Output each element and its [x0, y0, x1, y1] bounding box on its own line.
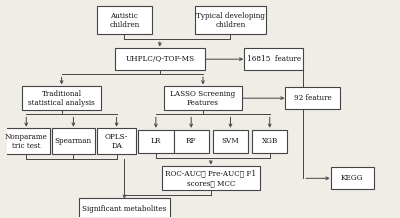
FancyBboxPatch shape	[97, 128, 136, 155]
FancyBboxPatch shape	[244, 48, 303, 70]
Text: Significant metabolites: Significant metabolites	[82, 205, 166, 213]
FancyBboxPatch shape	[252, 129, 287, 153]
Text: Autistic
children: Autistic children	[109, 12, 140, 29]
Text: ROC-AUC， Pre-AUC， F1
scores， MCC: ROC-AUC， Pre-AUC， F1 scores， MCC	[165, 170, 256, 187]
Text: XGB: XGB	[262, 138, 278, 145]
Text: 16815  feature: 16815 feature	[246, 55, 301, 63]
FancyBboxPatch shape	[213, 129, 248, 153]
FancyBboxPatch shape	[97, 6, 152, 34]
FancyBboxPatch shape	[3, 128, 50, 155]
Text: Typical developing
children: Typical developing children	[196, 12, 265, 29]
FancyBboxPatch shape	[330, 167, 374, 189]
Text: 92 feature: 92 feature	[294, 94, 332, 102]
FancyBboxPatch shape	[195, 6, 266, 34]
Text: SVM: SVM	[222, 138, 239, 145]
Text: UHPLC/Q-TOF-MS: UHPLC/Q-TOF-MS	[125, 55, 194, 63]
FancyBboxPatch shape	[162, 166, 260, 190]
FancyBboxPatch shape	[115, 48, 205, 70]
FancyBboxPatch shape	[52, 128, 95, 155]
Text: Spearman: Spearman	[55, 138, 92, 145]
Text: OPLS-
DA: OPLS- DA	[105, 133, 128, 150]
FancyBboxPatch shape	[138, 129, 174, 153]
FancyBboxPatch shape	[164, 86, 242, 110]
Text: LASSO Screening
Features: LASSO Screening Features	[170, 90, 236, 107]
Text: RF: RF	[186, 138, 196, 145]
Text: Traditional
statistical analysis: Traditional statistical analysis	[28, 90, 95, 107]
FancyBboxPatch shape	[22, 86, 101, 110]
FancyBboxPatch shape	[79, 198, 170, 218]
Text: Nonparame
tric test: Nonparame tric test	[5, 133, 48, 150]
FancyBboxPatch shape	[286, 87, 340, 109]
FancyBboxPatch shape	[174, 129, 209, 153]
Text: KEGG: KEGG	[341, 174, 364, 182]
Text: LR: LR	[151, 138, 161, 145]
